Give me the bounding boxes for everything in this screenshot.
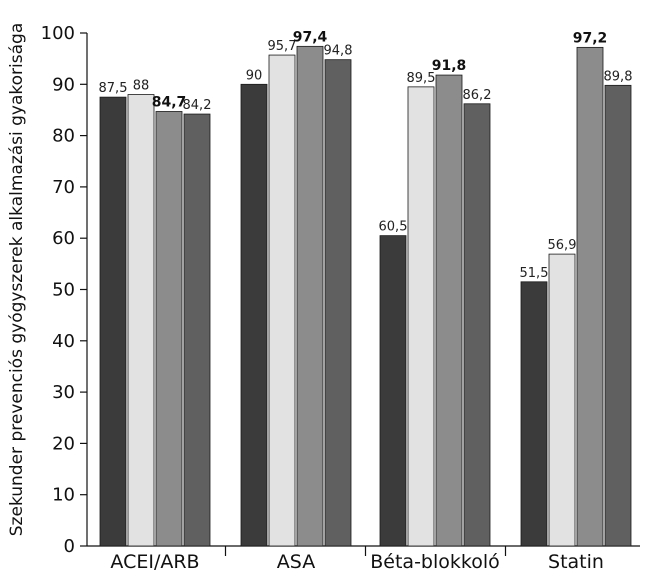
y-tick-label: 40 (52, 331, 75, 352)
bar (520, 281, 548, 547)
bar (576, 46, 604, 547)
bar (548, 253, 576, 547)
bar-value-label: 97,2 (573, 30, 608, 46)
y-tick-label: 20 (52, 433, 75, 454)
bar-value-label: 97,4 (293, 29, 328, 45)
bar (379, 235, 407, 547)
y-tick-label: 0 (64, 536, 75, 557)
bar-value-label: 60,5 (379, 220, 408, 235)
bar (99, 96, 127, 547)
y-tick-label: 30 (52, 382, 75, 403)
bar (407, 86, 435, 547)
bar-value-label: 56,9 (548, 238, 577, 253)
x-category-label: Statin (548, 551, 604, 573)
bar-value-label: 94,8 (324, 44, 353, 59)
y-tick-label: 90 (52, 74, 75, 95)
y-tick-label: 60 (52, 228, 75, 249)
bar-value-label: 84,2 (183, 98, 212, 113)
bar-value-label: 90 (246, 68, 263, 83)
bar (604, 84, 632, 547)
x-category-label: ACEI/ARB (110, 551, 199, 573)
bar-value-label: 89,5 (407, 71, 436, 86)
bar (183, 113, 211, 547)
bar-value-label: 87,5 (99, 81, 128, 96)
bar (127, 94, 155, 547)
y-tick-label: 80 (52, 126, 75, 147)
bar (463, 103, 491, 547)
bar-value-label: 84,7 (152, 94, 187, 110)
bar (296, 45, 324, 547)
bar-value-label: 88 (133, 79, 150, 94)
bar (435, 74, 463, 547)
x-category-label: Béta-blokkoló (370, 551, 500, 573)
y-axis-label: Szekunder prevenciós gyógyszerek alkalma… (7, 23, 27, 536)
bar-value-label: 91,8 (432, 58, 467, 74)
y-tick-label: 10 (52, 485, 75, 506)
bar (240, 83, 268, 547)
bar-value-label: 89,8 (604, 69, 633, 84)
y-tick-label: 70 (52, 177, 75, 198)
bar-value-label: 51,5 (520, 266, 549, 281)
bar (155, 111, 183, 547)
bar-value-label: 95,7 (268, 39, 297, 54)
y-tick-label: 100 (41, 23, 75, 44)
x-category-label: ASA (277, 551, 315, 573)
bar-value-label: 86,2 (463, 88, 492, 103)
y-tick-label: 50 (52, 280, 75, 301)
bar (268, 54, 296, 547)
bar (324, 59, 352, 547)
